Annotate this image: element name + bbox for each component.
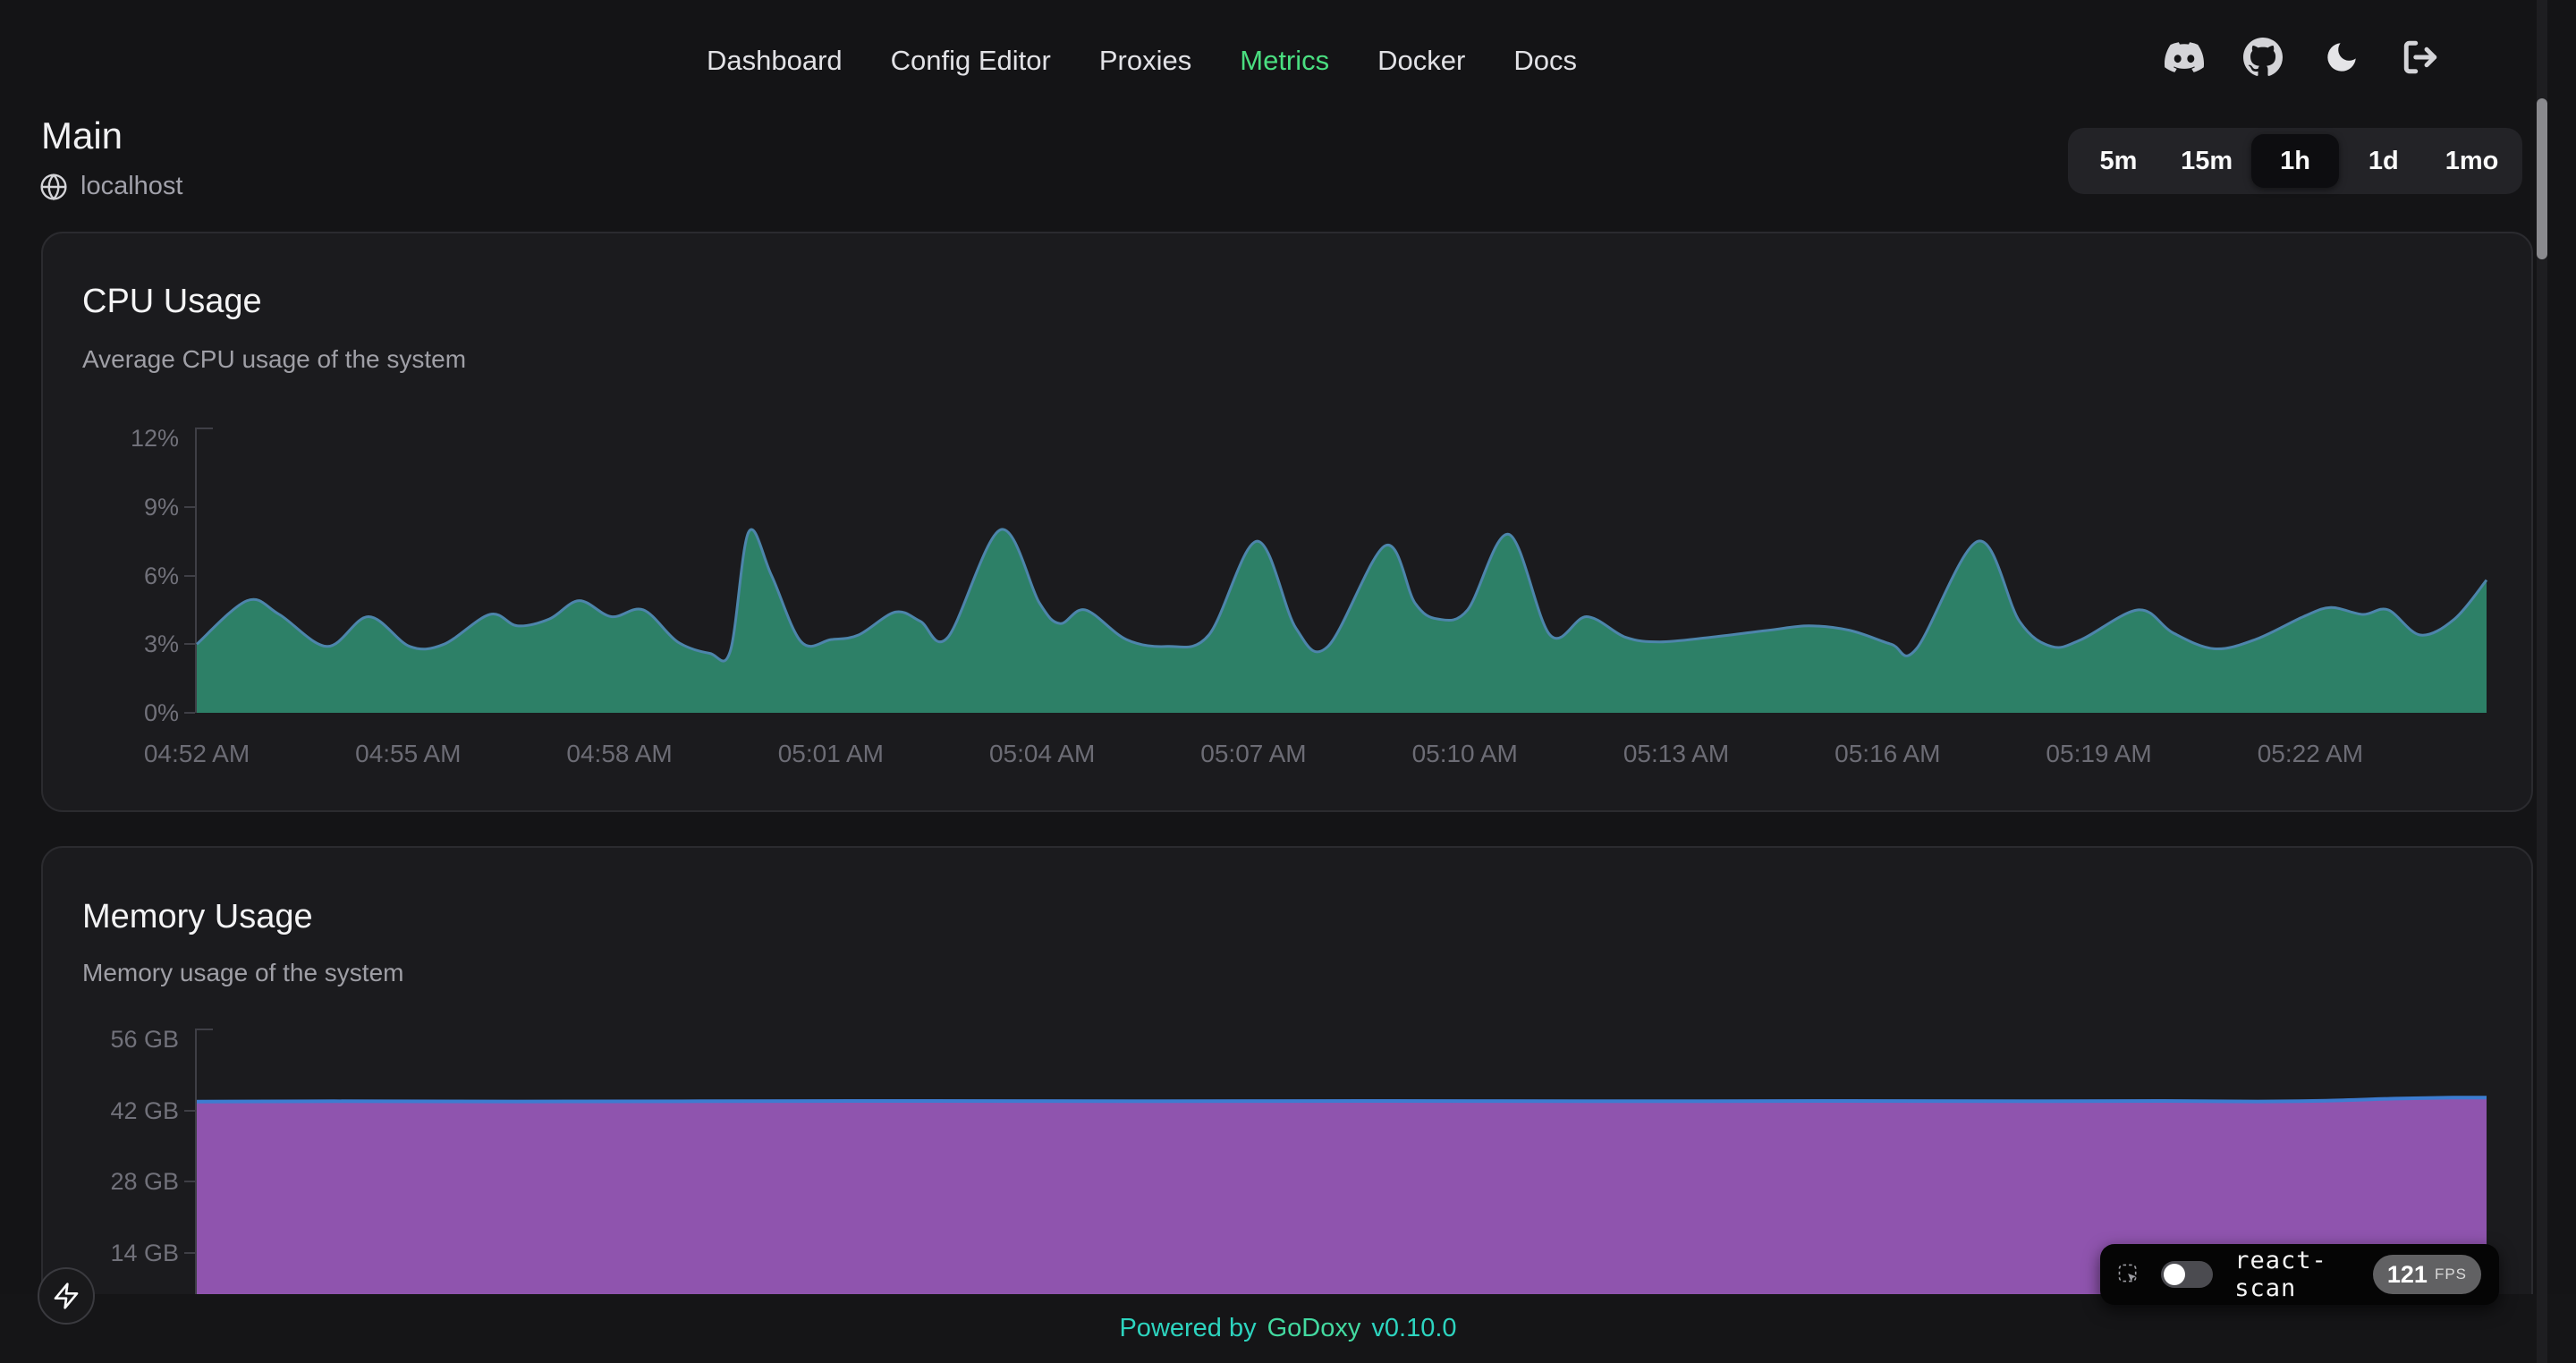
- x-axis-tick-label: 05:13 AM: [1623, 740, 1730, 767]
- lightning-icon: [54, 1283, 79, 1309]
- toggle-knob: [2164, 1264, 2186, 1285]
- fps-unit: FPS: [2434, 1266, 2467, 1283]
- y-axis-tick-mark: [184, 1181, 195, 1182]
- cpu-card-title: CPU Usage: [82, 283, 262, 320]
- x-axis-tick-label: 04:52 AM: [143, 740, 250, 767]
- cpu-usage-card: [41, 232, 2533, 812]
- y-axis-tick-mark: [184, 712, 195, 714]
- y-axis-tick-mark: [184, 1109, 195, 1112]
- github-link[interactable]: [2243, 38, 2283, 77]
- memory-card-subtitle: Memory usage of the system: [82, 959, 404, 986]
- react-scan-label: react-scan: [2234, 1247, 2327, 1302]
- y-axis-tick-label: 28 GB: [110, 1168, 179, 1195]
- github-icon: [2243, 38, 2283, 76]
- fps-badge: 121 FPS: [2372, 1255, 2481, 1294]
- cpu-usage-area: [196, 528, 2488, 713]
- time-range-option-1mo[interactable]: 1mo: [2445, 146, 2499, 175]
- area-fill: [197, 529, 2487, 713]
- x-axis-tick-label: 05:16 AM: [1835, 740, 1941, 767]
- chart-y-axis-cap: [195, 428, 213, 429]
- area-stroke: [196, 1096, 2487, 1104]
- y-axis-tick-label: 9%: [143, 493, 179, 521]
- nav-item-config-editor[interactable]: Config Editor: [890, 45, 1051, 76]
- chart-y-axis-line: [195, 428, 197, 713]
- chart-y-axis-cap: [195, 1029, 213, 1030]
- react-scan-toggle[interactable]: [2161, 1261, 2214, 1288]
- area-fill: [197, 1097, 2487, 1324]
- memory-usage-area: [196, 1096, 2487, 1324]
- y-axis-tick-label: 3%: [143, 631, 179, 658]
- y-axis-tick-mark: [184, 643, 195, 646]
- time-range-option-1h[interactable]: 1h: [2250, 134, 2340, 188]
- chart-y-axis-line: [195, 1029, 197, 1324]
- time-range-selector: 5m 15m 1h 1d 1mo: [2068, 128, 2522, 194]
- discord-link[interactable]: [2165, 38, 2204, 77]
- host-row: localhost: [39, 172, 182, 201]
- host-label: localhost: [80, 172, 183, 200]
- memory-card-title: Memory Usage: [82, 898, 313, 935]
- y-axis-tick-mark: [184, 574, 195, 577]
- x-axis-tick-label: 05:04 AM: [988, 740, 1096, 767]
- y-axis-tick-label: 14 GB: [110, 1239, 179, 1266]
- x-axis-tick-label: 05:07 AM: [1200, 740, 1307, 767]
- nav-item-dashboard[interactable]: Dashboard: [707, 45, 843, 76]
- x-axis-tick-label: 04:55 AM: [355, 740, 462, 767]
- x-axis-tick-label: 05:22 AM: [2257, 740, 2364, 767]
- devtools-button[interactable]: [38, 1267, 95, 1325]
- time-range-option-1d[interactable]: 1d: [2368, 146, 2399, 175]
- fps-value: 121: [2386, 1260, 2428, 1288]
- y-axis-tick-label: 42 GB: [110, 1096, 179, 1124]
- logout-icon: [2403, 40, 2437, 74]
- x-axis-tick-label: 05:01 AM: [777, 740, 885, 767]
- version-text: v0.10.0: [1371, 1314, 1457, 1342]
- time-range-option-5m[interactable]: 5m: [2099, 146, 2138, 175]
- x-axis-tick-label: 05:10 AM: [1411, 740, 1518, 767]
- footer-text: Powered by GoDoxy v0.10.0: [1119, 1314, 1456, 1343]
- cpu-card-subtitle: Average CPU usage of the system: [82, 345, 467, 373]
- nav-item-metrics[interactable]: Metrics: [1240, 45, 1330, 76]
- godoxy-link[interactable]: GoDoxy: [1267, 1314, 1361, 1342]
- powered-by-text: Powered by: [1119, 1314, 1257, 1342]
- nav-item-docs[interactable]: Docs: [1513, 45, 1577, 76]
- y-axis-tick-label: 12%: [130, 425, 179, 452]
- y-axis-tick-mark: [184, 505, 195, 508]
- nav-item-proxies[interactable]: Proxies: [1098, 45, 1192, 76]
- area-stroke: [196, 528, 2488, 663]
- page-title: Main: [41, 114, 123, 157]
- footer-bar: Powered by GoDoxy v0.10.0: [0, 1294, 2576, 1363]
- scrollbar-thumb[interactable]: [2537, 98, 2547, 259]
- time-range-option-15m[interactable]: 15m: [2181, 146, 2233, 175]
- logout-button[interactable]: [2401, 38, 2440, 77]
- x-axis-tick-label: 04:58 AM: [566, 740, 673, 767]
- y-axis-tick-label: 56 GB: [110, 1026, 179, 1053]
- globe-icon: [40, 173, 67, 200]
- nav-item-docker[interactable]: Docker: [1377, 45, 1466, 76]
- theme-toggle-button[interactable]: [2322, 38, 2361, 77]
- react-scan-toolbar: react-scan 121 FPS: [2100, 1244, 2499, 1305]
- discord-icon: [2165, 42, 2204, 72]
- moon-icon: [2327, 43, 2356, 72]
- y-axis-tick-label: 0%: [143, 699, 179, 726]
- scrollbar-track[interactable]: [2537, 0, 2547, 1363]
- inspect-icon[interactable]: [2118, 1260, 2140, 1289]
- y-axis-tick-label: 6%: [143, 562, 179, 589]
- header-icon-group: [2165, 38, 2440, 77]
- top-nav-menu: Dashboard Config Editor Proxies Metrics Dock…: [707, 34, 1577, 88]
- x-axis-tick-label: 05:19 AM: [2046, 740, 2152, 767]
- y-axis-tick-mark: [184, 1251, 195, 1254]
